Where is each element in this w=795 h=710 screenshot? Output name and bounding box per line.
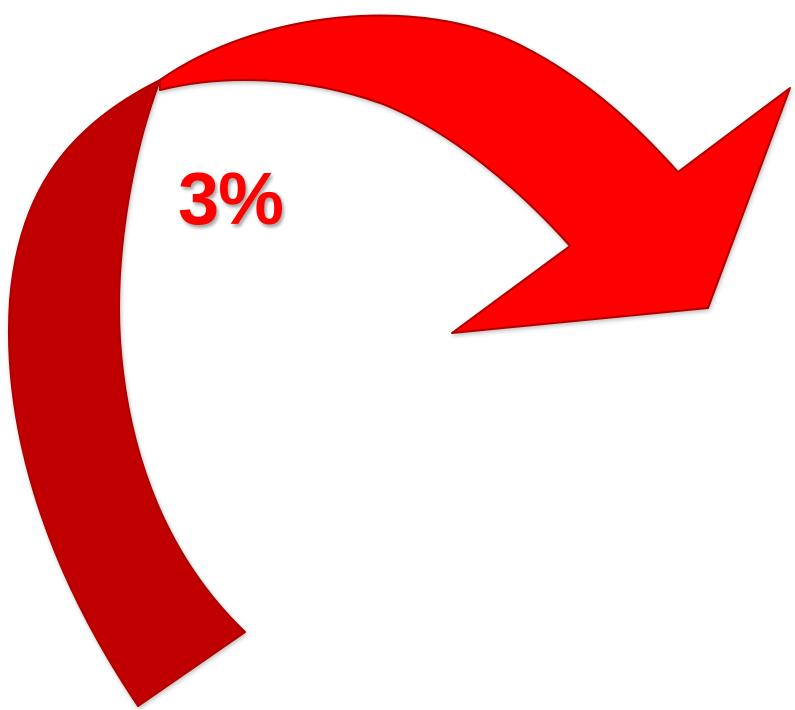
arrow-tail-segment xyxy=(7,79,246,707)
percent-label: 3% xyxy=(178,157,284,240)
arrow-head-segment xyxy=(159,14,791,334)
